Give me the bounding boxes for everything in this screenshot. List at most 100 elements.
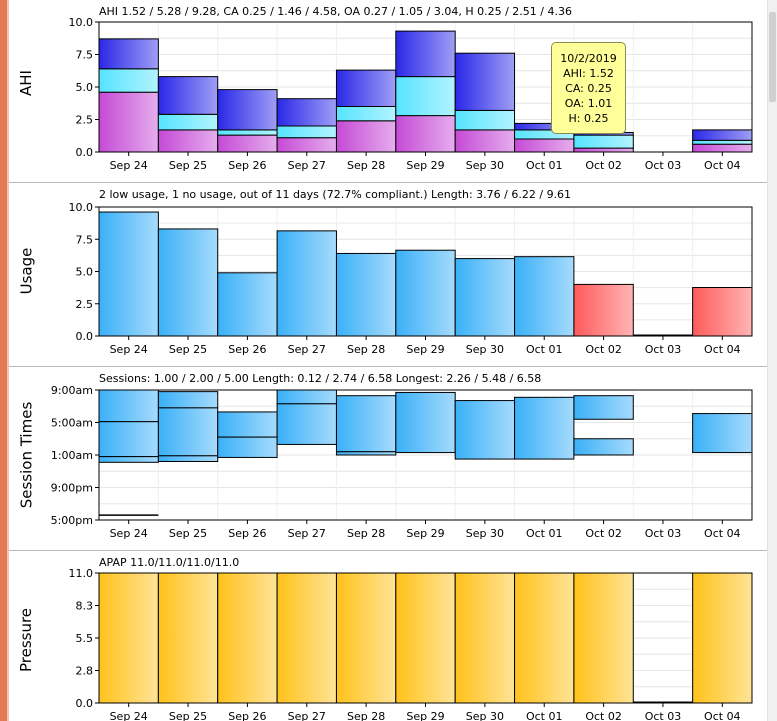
- pressure-bar: [98, 572, 159, 704]
- session-bar: [98, 389, 159, 423]
- ahi-bar-segment: [395, 30, 456, 78]
- window-left-edge: [0, 0, 7, 721]
- pressure-bar: [335, 572, 397, 704]
- ahi-bar-segment: [98, 38, 159, 70]
- usage-bar: [454, 258, 516, 337]
- usage-bar: [98, 211, 159, 337]
- tooltip-oa: OA: 1.01: [564, 97, 613, 110]
- session-bar: [217, 436, 278, 458]
- ahi-bar-segment: [217, 129, 278, 136]
- session-bar: [98, 421, 159, 458]
- pressure-y-tick-label: 5.5: [76, 632, 94, 645]
- pressure-bar: [573, 572, 634, 704]
- session-bar: [335, 395, 397, 453]
- usage-x-tick-label: Oct 04: [704, 343, 741, 356]
- session-y-tick-label: 1:00am: [51, 449, 93, 462]
- usage-x-tick-label: Sep 29: [406, 343, 444, 356]
- pressure-y-tick-label: 2.8: [76, 665, 94, 678]
- usage-chart[interactable]: 10.0 7.5 5.0 2.5 0.0 Sep 24 Sep 25 Sep 26 Sep 27…: [9, 183, 767, 366]
- usage-bar: [217, 272, 278, 337]
- session-bar: [395, 391, 456, 454]
- usage-x-tick-label: Sep 28: [347, 343, 385, 356]
- scrollbar-thumb[interactable]: [769, 12, 776, 102]
- usage-x-tick-label: Sep 26: [228, 343, 266, 356]
- usage-bar: [692, 286, 753, 337]
- ahi-bar-segment: [514, 138, 575, 153]
- usage-x-tick-label: Sep 30: [466, 343, 504, 356]
- ahi-x-tick-label: Sep 24: [110, 159, 148, 172]
- ahi-y-tick-label: 10.0: [69, 16, 94, 29]
- usage-panel: Usage 2 low usage, 1 no usage, out of 11…: [9, 183, 767, 367]
- pressure-bar: [454, 572, 516, 704]
- ahi-y-tick-label: 7.5: [76, 49, 94, 62]
- ahi-x-tick-label: Sep 25: [169, 159, 207, 172]
- session-x-tick-label: Sep 25: [169, 527, 207, 540]
- pressure-bar: [217, 572, 278, 704]
- usage-x-tick-label: Sep 25: [169, 343, 207, 356]
- session-times-panel: Session Times Sessions: 1.00 / 2.00 / 5.…: [9, 367, 767, 551]
- ahi-chart[interactable]: 10.0 7.5 5.0 2.5 0.0 Sep 24 Sep 25 Sep 26 Sep 27…: [9, 0, 767, 182]
- tooltip-ahi: AHI: 1.52: [563, 67, 614, 80]
- ahi-bar-segment: [692, 129, 753, 141]
- session-bar: [217, 411, 278, 438]
- pressure-y-tick-label: 8.3: [76, 600, 94, 613]
- pressure-x-tick-label: Sep 30: [466, 710, 504, 721]
- usage-bar: [573, 283, 634, 337]
- ahi-bar-segment: [276, 125, 337, 139]
- session-x-tick-label: Oct 02: [585, 527, 622, 540]
- session-bar: [573, 438, 634, 456]
- ahi-bar-segment: [157, 76, 219, 115]
- ahi-bar-segment: [157, 129, 219, 153]
- usage-y-tick-label: 5.0: [76, 266, 94, 279]
- ahi-x-tick-label: Sep 26: [228, 159, 266, 172]
- session-y-tick-label: 5:00pm: [51, 514, 93, 527]
- pressure-bar: [157, 572, 219, 704]
- ahi-bar-segment: [454, 52, 516, 111]
- ahi-bar-segment: [98, 68, 159, 93]
- ahi-bar-segment: [692, 143, 753, 153]
- ahi-bar-segment: [276, 137, 337, 153]
- session-x-tick-label: Oct 03: [645, 527, 682, 540]
- session-x-tick-label: Sep 24: [110, 527, 148, 540]
- session-bar: [276, 403, 337, 445]
- session-summary: Sessions: 1.00 / 2.00 / 5.00 Length: 0.1…: [99, 372, 542, 385]
- usage-x-tick-label: Oct 03: [645, 343, 682, 356]
- pressure-y-tick-label: 11.0: [69, 567, 94, 580]
- pressure-x-tick-label: Oct 03: [645, 710, 682, 721]
- window-left-edge-highlight: [7, 0, 9, 721]
- usage-y-tick-label: 7.5: [76, 233, 94, 246]
- usage-bar: [276, 230, 337, 337]
- ahi-x-tick-label: Sep 28: [347, 159, 385, 172]
- pressure-x-tick-label: Oct 02: [585, 710, 622, 721]
- ahi-y-tick-label: 5.0: [76, 81, 94, 94]
- session-bar: [157, 391, 219, 409]
- usage-summary: 2 low usage, 1 no usage, out of 11 days …: [99, 188, 572, 201]
- session-times-chart[interactable]: 9:00am 5:00am 1:00am 9:00pm 5:00pm Sep 24 Sep …: [9, 367, 767, 550]
- pressure-bar: [276, 572, 337, 704]
- ahi-x-tick-label: Sep 29: [406, 159, 444, 172]
- ahi-panel: AHI AHI 1.52 / 5.28 / 9.28, CA 0.25 / 1.…: [9, 0, 767, 183]
- vertical-scrollbar[interactable]: [767, 0, 777, 721]
- ahi-bar-segment: [157, 113, 219, 131]
- ahi-bar-segment: [454, 109, 516, 131]
- pressure-panel: Pressure APAP 11.0/11.0/11.0/11.0 11.0 8.…: [9, 551, 767, 721]
- ahi-bar-segment: [454, 129, 516, 153]
- ahi-bar-segment: [276, 98, 337, 127]
- session-x-tick-label: Sep 27: [288, 527, 326, 540]
- ahi-bar-segment: [335, 106, 397, 122]
- session-bar: [98, 456, 159, 463]
- usage-y-tick-label: 10.0: [69, 201, 94, 214]
- pressure-bar: [395, 572, 456, 704]
- ahi-bar-segment: [573, 147, 634, 153]
- session-x-tick-label: Sep 30: [466, 527, 504, 540]
- ahi-x-tick-label: Oct 04: [704, 159, 741, 172]
- pressure-chart[interactable]: 11.0 8.3 5.5 2.8 0.0 Sep 24 Sep 25 Sep 26 Sep 27…: [9, 551, 767, 721]
- session-bar: [335, 451, 397, 456]
- session-x-tick-label: Sep 28: [347, 527, 385, 540]
- ahi-bar-segment: [573, 134, 634, 149]
- usage-bar: [395, 249, 456, 337]
- ahi-bar-segment: [395, 115, 456, 153]
- tooltip-ca: CA: 0.25: [565, 82, 612, 95]
- session-bar: [692, 413, 753, 454]
- pressure-x-tick-label: Sep 24: [110, 710, 148, 721]
